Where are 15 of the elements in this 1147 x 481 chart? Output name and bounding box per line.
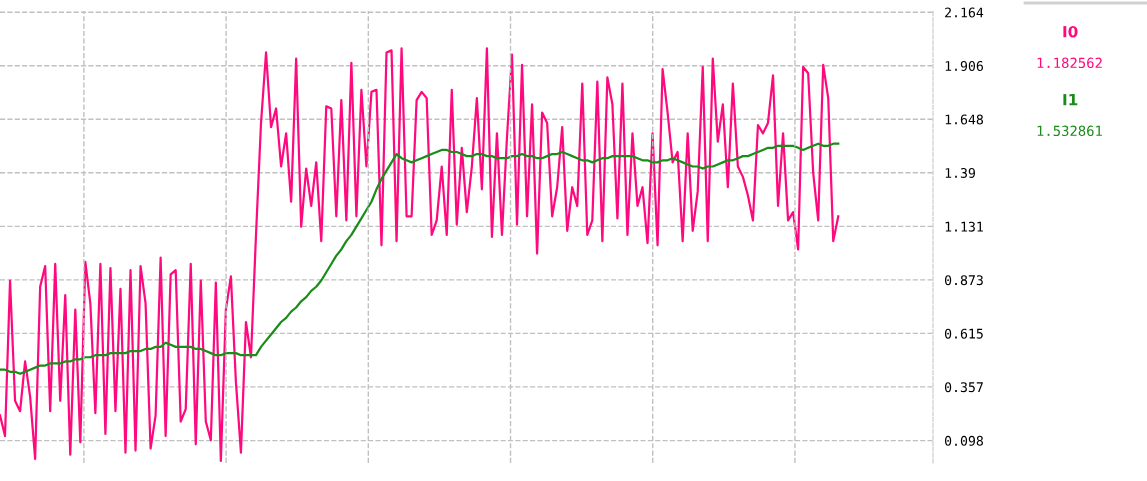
text: 1.182562 — [1037, 57, 1102, 69]
line-series — [0, 142, 840, 375]
y-tick-label: 0.098 — [944, 435, 983, 446]
y-tick-label: 2.164 — [945, 7, 984, 18]
y-tick-label: 0.357 — [944, 382, 983, 393]
text: 1.532861 — [1037, 125, 1102, 137]
y-tick-label: 1.648 — [945, 114, 983, 125]
y-tick-label: 1.39 — [945, 167, 975, 178]
y-tick-label: 0.873 — [944, 275, 983, 286]
text: I0 — [1063, 25, 1078, 38]
y-tick-label: 0.615 — [944, 328, 983, 339]
text: I1 — [1063, 94, 1078, 106]
y-tick-label: 1.906 — [945, 60, 983, 71]
y-tick-label: 1.131 — [945, 221, 983, 232]
line-series — [0, 47, 840, 463]
